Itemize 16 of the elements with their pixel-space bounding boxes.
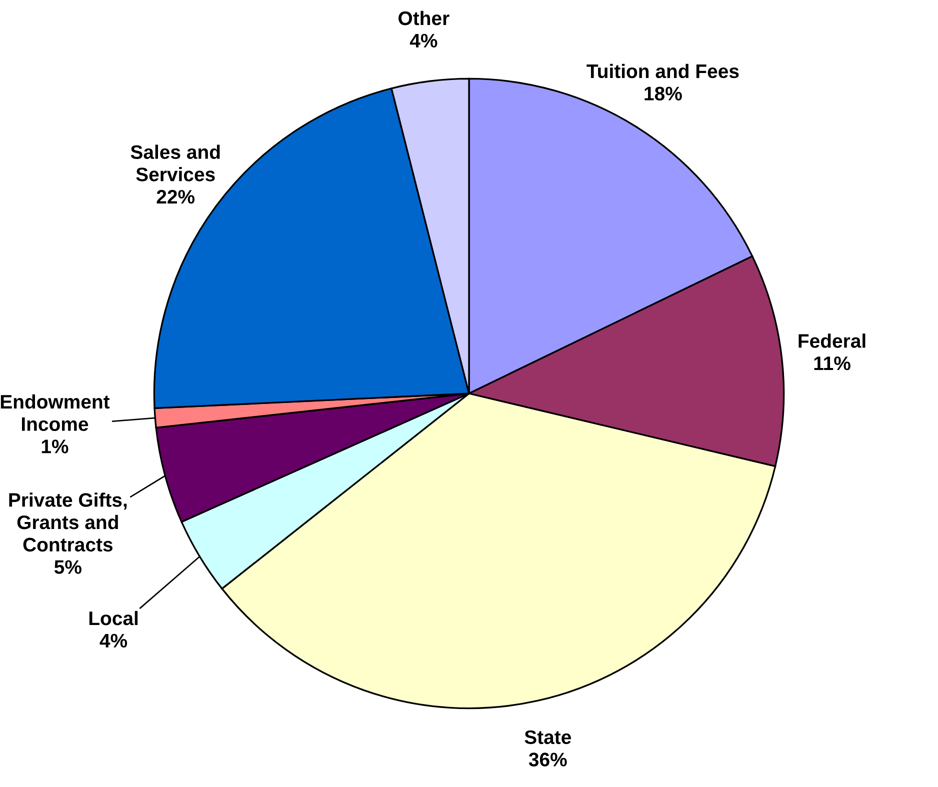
- slice-label: Endowment Income: [0, 394, 110, 431]
- data-label: 11%: [814, 356, 850, 370]
- data-label: 22%: [156, 190, 195, 204]
- slice-label: Local: [89, 610, 138, 626]
- slice-label: State: [524, 730, 571, 744]
- slice-label: Federal: [798, 334, 866, 348]
- data-label: 5%: [54, 560, 82, 574]
- slice-label: Tuition and Fees: [586, 64, 739, 78]
- data-label: 4%: [410, 34, 438, 48]
- data-label: 36%: [528, 752, 567, 766]
- slice-label: Other: [398, 10, 450, 26]
- data-label: 1%: [42, 440, 68, 454]
- data-label: 18%: [644, 86, 682, 100]
- slice-label: Sales and Services: [130, 144, 220, 182]
- slice-label: Private Gifts, Grants and Contracts: [9, 492, 127, 552]
- data-label: 4%: [100, 634, 128, 648]
